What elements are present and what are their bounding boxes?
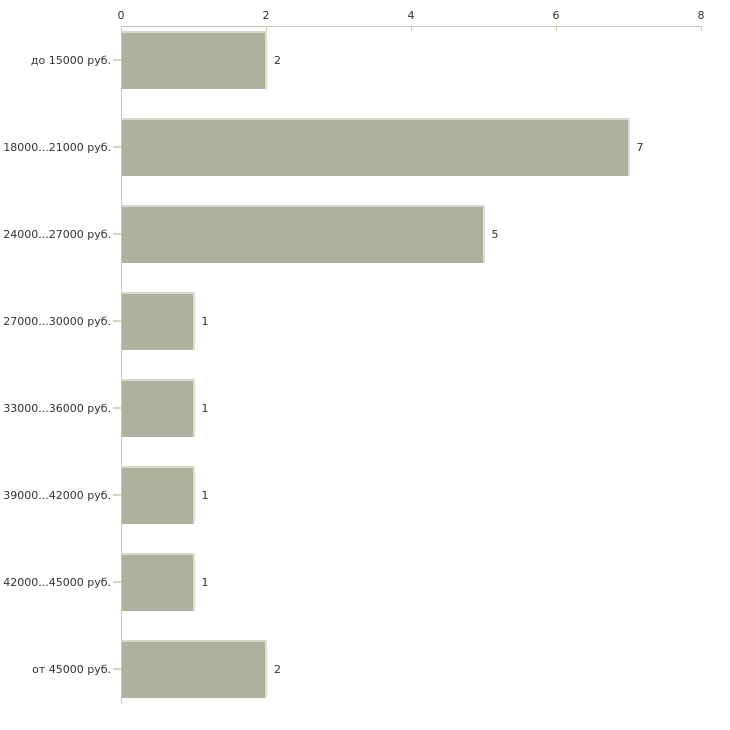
y-tick-mark — [113, 581, 121, 583]
bar-value-label: 1 — [201, 314, 209, 328]
category-label: 18000...21000 руб. — [3, 140, 111, 154]
x-tick-mark — [266, 26, 267, 31]
bar-row: 24000...27000 руб. 5 — [0, 200, 730, 287]
y-tick-mark — [113, 233, 121, 235]
bar — [122, 292, 195, 350]
x-tick-mark — [701, 26, 702, 31]
x-tick-mark — [121, 26, 122, 31]
bar-row: 33000...36000 руб. 1 — [0, 374, 730, 461]
bar-value-label: 1 — [201, 575, 209, 589]
bar — [122, 640, 267, 698]
bar — [122, 553, 195, 611]
bar-value-label: 5 — [491, 227, 499, 241]
bar-row: 18000...21000 руб. 7 — [0, 113, 730, 200]
y-tick-mark — [113, 320, 121, 322]
bar-rows: до 15000 руб. 2 18000...21000 руб. 7 240… — [0, 26, 730, 722]
x-tick-label: 0 — [117, 9, 125, 22]
y-tick-mark — [113, 146, 121, 148]
y-axis-line — [121, 26, 122, 704]
x-tick-label: 8 — [697, 9, 705, 22]
category-label: от 45000 руб. — [32, 662, 111, 676]
bar-row: 42000...45000 руб. 1 — [0, 548, 730, 635]
bar-value-label: 1 — [201, 488, 209, 502]
bar-row: 39000...42000 руб. 1 — [0, 461, 730, 548]
bar-row: от 45000 руб. 2 — [0, 635, 730, 722]
bar-row: до 15000 руб. 2 — [0, 26, 730, 113]
bar — [122, 466, 195, 524]
y-tick-mark — [113, 407, 121, 409]
bar — [122, 118, 630, 176]
bar — [122, 205, 485, 263]
bar-row: 27000...30000 руб. 1 — [0, 287, 730, 374]
x-tick-mark — [411, 26, 412, 31]
y-tick-mark — [113, 494, 121, 496]
y-tick-mark — [113, 668, 121, 670]
bar-value-label: 2 — [274, 662, 281, 676]
category-label: 39000...42000 руб. — [3, 488, 111, 502]
bar — [122, 379, 195, 437]
category-label: до 15000 руб. — [30, 53, 111, 67]
y-tick-mark — [113, 59, 121, 61]
bar — [122, 31, 267, 89]
bar-value-label: 7 — [636, 140, 644, 154]
category-label: 42000...45000 руб. — [3, 575, 111, 589]
category-label: 24000...27000 руб. — [3, 227, 111, 241]
category-label: 33000...36000 руб. — [3, 401, 111, 415]
category-label: 27000...30000 руб. — [3, 314, 111, 328]
bar-value-label: 2 — [274, 53, 281, 67]
x-tick-label: 4 — [407, 9, 415, 22]
x-tick-mark — [556, 26, 557, 31]
x-tick-label: 6 — [552, 9, 560, 22]
x-tick-label: 2 — [262, 9, 270, 22]
bar-value-label: 1 — [201, 401, 209, 415]
